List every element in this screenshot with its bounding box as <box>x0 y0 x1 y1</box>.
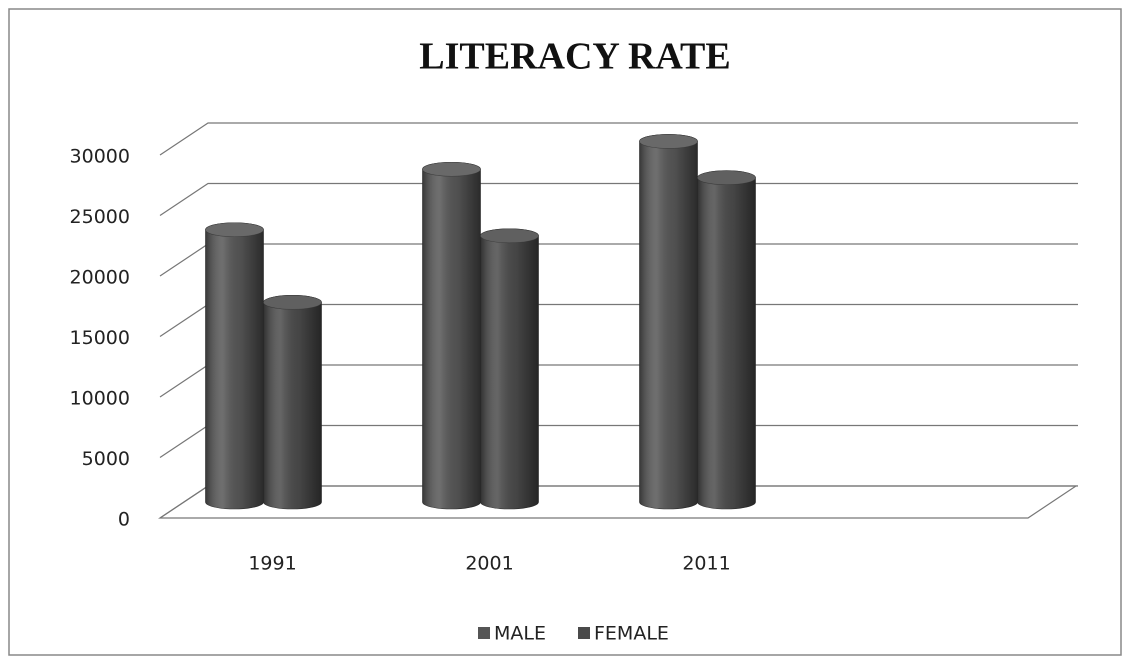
bar-shade <box>422 162 481 509</box>
x-tick-label: 2011 <box>682 553 730 575</box>
legend-label: MALE <box>494 623 546 645</box>
grid-line <box>159 122 1078 156</box>
chart-title: LITERACY RATE <box>419 36 730 78</box>
bar-top <box>639 134 698 149</box>
y-tick-label: 0 <box>118 509 130 531</box>
bar-top <box>480 228 539 244</box>
bar-top-shade <box>639 134 698 149</box>
legend-swatch <box>478 627 490 639</box>
y-tick-label: 10000 <box>70 388 130 410</box>
bar-top <box>205 222 264 238</box>
bar-top-shade <box>697 170 756 185</box>
bar-top-shade <box>422 162 481 177</box>
y-tick-label: 30000 <box>70 146 130 168</box>
bar-top-shade <box>263 295 322 310</box>
chart-frame <box>8 8 1122 656</box>
bar-top <box>422 161 481 177</box>
y-tick-label: 20000 <box>70 267 130 289</box>
bar-top <box>263 295 322 310</box>
bar-shade <box>205 222 264 509</box>
bar-top <box>697 170 756 186</box>
x-tick-label: 1991 <box>248 553 296 575</box>
bar-shade <box>263 295 322 509</box>
bar-top-shade <box>480 228 539 243</box>
y-tick-label: 15000 <box>70 327 130 349</box>
bar-shade <box>697 170 756 509</box>
legend-swatch <box>578 627 590 639</box>
bar-top-shade <box>205 222 264 237</box>
y-tick-label: 25000 <box>70 206 130 228</box>
legend-label: FEMALE <box>594 623 669 645</box>
y-tick-label: 5000 <box>82 448 130 470</box>
x-tick-label: 2001 <box>465 553 513 575</box>
bar-shade <box>480 228 539 510</box>
grid-line <box>159 182 1078 216</box>
bar-shade <box>639 134 698 509</box>
